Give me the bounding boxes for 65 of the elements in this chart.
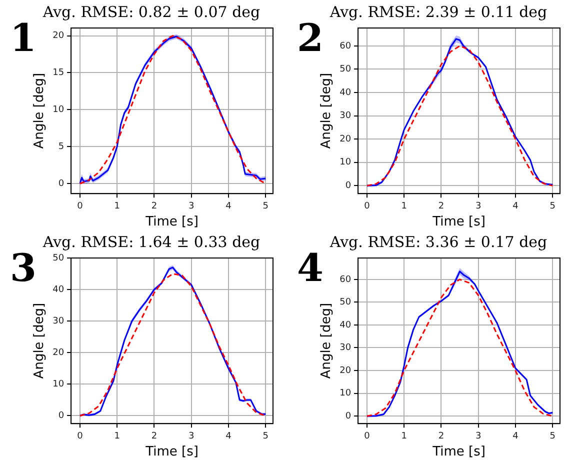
y-axis-title: Angle [deg] bbox=[319, 72, 334, 149]
x-tick-label: 2 bbox=[438, 201, 444, 212]
x-tick-label: 1 bbox=[114, 431, 120, 442]
text: 1 bbox=[10, 15, 36, 60]
x-tick-label: 1 bbox=[114, 201, 120, 212]
y-tick-label: 0 bbox=[345, 181, 352, 192]
x-tick-label: 4 bbox=[512, 431, 519, 442]
y-tick-label: 40 bbox=[340, 320, 352, 330]
y-tick-label: 20 bbox=[52, 348, 64, 358]
y-tick-label: 10 bbox=[340, 158, 352, 168]
y-tick-label: 10 bbox=[52, 380, 64, 390]
x-axis-title: Time [s] bbox=[144, 444, 198, 460]
y-tick-label: 15 bbox=[52, 68, 64, 78]
x-tick-label: 1 bbox=[401, 431, 407, 442]
x-axis-title: Time [s] bbox=[432, 214, 486, 230]
x-tick-label: 5 bbox=[550, 201, 556, 212]
y-tick-label: 50 bbox=[340, 298, 352, 308]
x-tick-label: 5 bbox=[550, 431, 556, 442]
x-axis-title: Time [s] bbox=[432, 444, 486, 460]
y-tick-label: 40 bbox=[340, 88, 352, 98]
x-tick-label: 4 bbox=[226, 431, 232, 442]
text: 2 bbox=[297, 15, 324, 60]
y-tick-label: 0 bbox=[58, 178, 64, 189]
chart-title: Avg. RMSE: 0.82 ± 0.07 deg bbox=[42, 2, 261, 21]
x-tick-label: 2 bbox=[438, 431, 444, 442]
y-tick-label: 0 bbox=[345, 411, 352, 422]
y-tick-label: 60 bbox=[340, 274, 352, 285]
text: 3 bbox=[10, 245, 36, 290]
x-tick-label: 2 bbox=[151, 431, 158, 442]
text: 4 bbox=[297, 245, 324, 290]
y-tick-label: 30 bbox=[340, 111, 352, 122]
y-tick-label: 30 bbox=[340, 343, 352, 354]
x-tick-label: 0 bbox=[77, 431, 84, 442]
x-tick-label: 4 bbox=[512, 201, 519, 212]
x-tick-label: 3 bbox=[475, 201, 482, 212]
x-tick-label: 5 bbox=[262, 431, 268, 442]
y-tick-label: 20 bbox=[52, 31, 64, 42]
y-axis-title: Angle [deg] bbox=[32, 302, 48, 379]
y-tick-label: 60 bbox=[340, 41, 352, 52]
chart-title: Avg. RMSE: 1.64 ± 0.33 deg bbox=[42, 232, 261, 251]
x-tick-label: 5 bbox=[262, 201, 268, 212]
y-tick-label: 50 bbox=[52, 253, 64, 264]
x-axis-title: Time [s] bbox=[144, 214, 198, 230]
x-tick-label: 0 bbox=[364, 201, 370, 212]
y-tick-label: 20 bbox=[340, 134, 352, 144]
y-tick-label: 5 bbox=[58, 142, 64, 152]
x-tick-label: 3 bbox=[188, 431, 194, 442]
x-tick-label: 0 bbox=[77, 201, 84, 212]
y-tick-label: 30 bbox=[52, 316, 64, 326]
y-tick-label: 0 bbox=[58, 411, 64, 422]
y-tick-label: 10 bbox=[52, 105, 64, 116]
x-tick-label: 4 bbox=[226, 201, 232, 212]
x-tick-label: 3 bbox=[475, 431, 482, 442]
x-tick-label: 2 bbox=[151, 201, 158, 212]
y-tick-label: 20 bbox=[340, 366, 352, 376]
chart-title: Avg. RMSE: 3.36 ± 0.17 deg bbox=[328, 232, 548, 251]
chart-title: Avg. RMSE: 2.39 ± 0.11 deg bbox=[328, 2, 548, 21]
y-axis-title: Angle [deg] bbox=[32, 72, 48, 149]
x-tick-label: 1 bbox=[401, 201, 407, 212]
y-tick-label: 10 bbox=[340, 388, 352, 399]
x-tick-label: 0 bbox=[364, 431, 370, 442]
y-axis-title: Angle [deg] bbox=[319, 302, 334, 379]
y-tick-label: 40 bbox=[52, 284, 64, 295]
y-tick-label: 50 bbox=[340, 64, 352, 75]
x-tick-label: 3 bbox=[188, 201, 194, 212]
